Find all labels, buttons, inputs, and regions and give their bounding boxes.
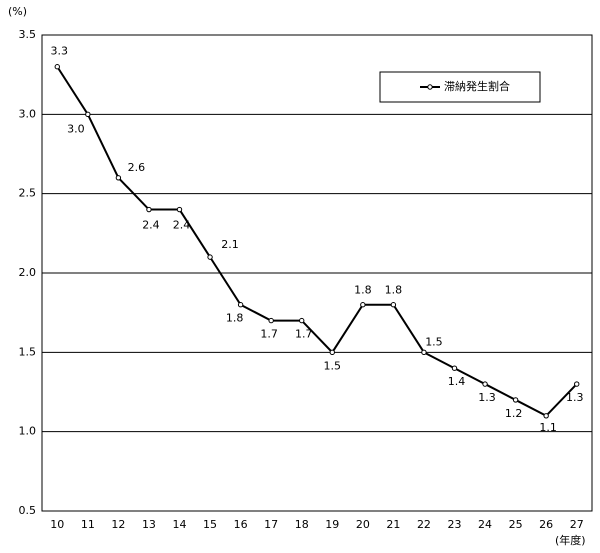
data-point bbox=[146, 206, 152, 213]
data-point bbox=[176, 206, 183, 213]
data-point bbox=[329, 349, 335, 356]
x-tick-label: 14 bbox=[173, 518, 187, 531]
data-point bbox=[390, 302, 397, 308]
data-label: 1.8 bbox=[226, 312, 244, 325]
x-tick-label: 16 bbox=[234, 518, 248, 531]
data-label: 2.4 bbox=[142, 219, 160, 232]
data-point bbox=[85, 111, 91, 118]
x-unit-label: (年度) bbox=[555, 533, 586, 547]
x-tick-label: 11 bbox=[81, 518, 95, 531]
data-label: 1.3 bbox=[566, 391, 584, 404]
data-label: 1.2 bbox=[505, 407, 523, 420]
x-tick-label: 17 bbox=[264, 518, 278, 531]
y-tick-label: 2.5 bbox=[19, 187, 37, 200]
y-tick-label: 3.0 bbox=[19, 107, 37, 120]
data-label: 1.8 bbox=[385, 284, 403, 297]
data-point bbox=[299, 317, 305, 324]
data-point bbox=[451, 365, 458, 371]
y-unit-label: (%) bbox=[8, 5, 27, 18]
legend-marker bbox=[427, 84, 433, 90]
x-tick-label: 10 bbox=[50, 518, 64, 531]
data-point bbox=[512, 397, 519, 403]
data-label: 1.5 bbox=[324, 359, 342, 372]
data-label: 2.6 bbox=[128, 161, 146, 174]
data-point bbox=[543, 413, 549, 419]
y-tick-label: 3.5 bbox=[19, 28, 37, 41]
x-tick-label: 22 bbox=[417, 518, 431, 531]
legend-box bbox=[379, 71, 541, 103]
x-tick-label: 15 bbox=[203, 518, 217, 531]
y-tick-label: 0.5 bbox=[19, 504, 37, 517]
data-point bbox=[115, 175, 122, 181]
x-tick-label: 25 bbox=[509, 518, 523, 531]
x-tick-label: 13 bbox=[142, 518, 156, 531]
x-tick-label: 20 bbox=[356, 518, 370, 531]
x-tick-label: 23 bbox=[448, 518, 462, 531]
legend-label: 滞納発生割合 bbox=[444, 79, 510, 93]
data-point bbox=[482, 381, 488, 387]
x-tick-label: 18 bbox=[295, 518, 309, 531]
data-label: 1.8 bbox=[354, 284, 372, 297]
data-label: 2.4 bbox=[173, 219, 191, 232]
data-point bbox=[237, 302, 244, 308]
data-label: 2.1 bbox=[221, 238, 239, 251]
data-point bbox=[421, 349, 427, 356]
data-label: 1.1 bbox=[539, 421, 557, 434]
x-tick-label: 24 bbox=[478, 518, 492, 531]
data-point bbox=[268, 317, 274, 324]
data-label: 3.0 bbox=[67, 122, 85, 135]
y-tick-label: 2.0 bbox=[19, 266, 37, 279]
data-point bbox=[207, 254, 213, 260]
series-line bbox=[56, 66, 578, 418]
data-point bbox=[54, 64, 60, 70]
x-tick-label: 21 bbox=[386, 518, 400, 531]
x-tick-label: 27 bbox=[570, 518, 584, 531]
y-tick-label: 1.5 bbox=[19, 345, 37, 358]
data-label: 1.4 bbox=[448, 375, 466, 388]
data-label: 1.7 bbox=[295, 328, 313, 341]
data-point bbox=[360, 302, 366, 308]
data-label: 3.3 bbox=[51, 45, 69, 58]
x-tick-label: 12 bbox=[111, 518, 125, 531]
y-tick-label: 1.0 bbox=[19, 425, 37, 438]
data-point bbox=[574, 381, 580, 387]
data-label: 1.3 bbox=[478, 391, 496, 404]
x-tick-label: 19 bbox=[325, 518, 339, 531]
x-tick-label: 26 bbox=[539, 518, 553, 531]
data-label: 1.5 bbox=[425, 335, 443, 348]
data-label: 1.7 bbox=[260, 328, 278, 341]
